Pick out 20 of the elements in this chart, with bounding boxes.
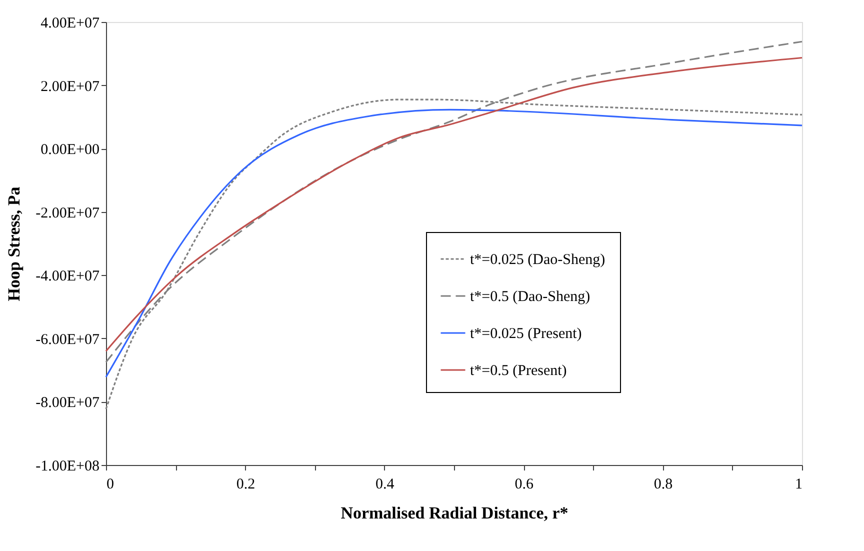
x-tick-label: 0 (106, 476, 114, 492)
x-axis-title: Normalised Radial Distance, r* (340, 504, 568, 522)
y-tick-label: -4.00E+07 (36, 268, 100, 285)
x-tick-label: 0.6 (514, 476, 534, 492)
x-tick-label: 0.4 (376, 476, 395, 492)
y-axis-title: Hoop Stress, Pa (4, 186, 24, 302)
x-tick-label: 0.2 (236, 476, 256, 492)
x-tick-label: 0.8 (654, 476, 673, 492)
legend-label: t*=0.5 (Dao-Sheng) (470, 289, 590, 305)
y-tick-label: -6.00E+07 (36, 332, 100, 348)
legend-label: t*=0.025 (Dao-Sheng) (470, 252, 606, 268)
y-tick-label: -8.00E+07 (36, 395, 100, 412)
legend-label: t*=0.5 (Present) (470, 363, 567, 379)
y-tick-label: 2.00E+07 (40, 78, 100, 95)
x-tick-label: 1 (795, 476, 802, 492)
y-tick-label: 0.00E+00 (40, 142, 100, 158)
legend-label: t*=0.025 (Present) (470, 326, 582, 342)
y-tick-label: 4.00E+07 (40, 16, 100, 32)
y-tick-label: -2.00E+07 (36, 205, 100, 222)
y-tick-label: -1.00E+08 (36, 458, 100, 474)
